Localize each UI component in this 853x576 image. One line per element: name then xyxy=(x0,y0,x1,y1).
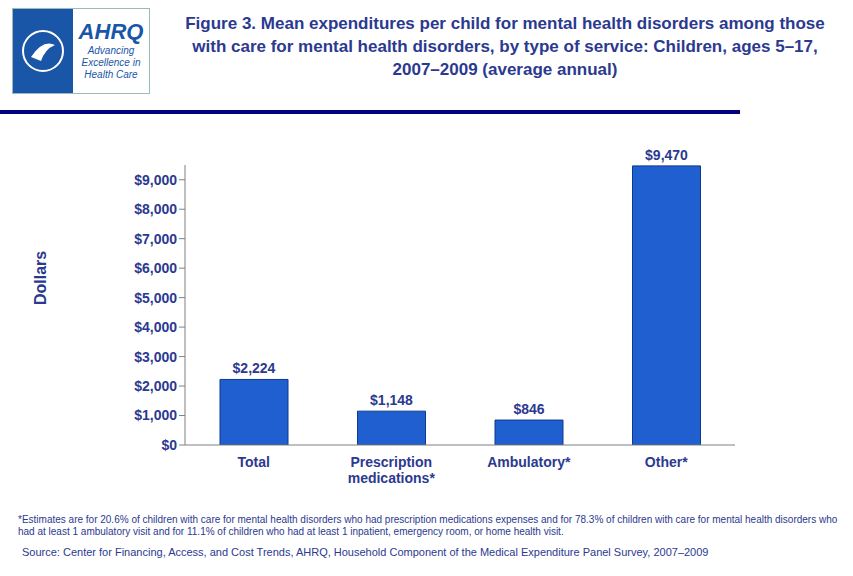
svg-text:$3,000: $3,000 xyxy=(134,349,177,365)
svg-text:$2,224: $2,224 xyxy=(233,360,276,376)
svg-text:$0: $0 xyxy=(161,437,177,453)
svg-text:$2,000: $2,000 xyxy=(134,378,177,394)
html-text:Advancing Excellence in Health: Advancing Excellence in Health Care xyxy=(81,45,141,80)
svg-text:Total: Total xyxy=(238,454,270,470)
svg-text:Ambulatory*: Ambulatory* xyxy=(487,454,571,470)
svg-text:$9,470: $9,470 xyxy=(645,147,688,163)
svg-text:$9,000: $9,000 xyxy=(134,172,177,188)
svg-text:Dollars: Dollars xyxy=(32,251,49,305)
svg-text:$6,000: $6,000 xyxy=(134,260,177,276)
svg-text:$5,000: $5,000 xyxy=(134,290,177,306)
svg-text:$1,148: $1,148 xyxy=(370,392,413,408)
svg-text:$1,000: $1,000 xyxy=(134,407,177,423)
html-text:*Estimates are for 20.6% of ch: *Estimates are for 20.6% of children wit… xyxy=(18,514,838,537)
svg-text:$8,000: $8,000 xyxy=(134,201,177,217)
html-text:Source: Center for Financing,: Source: Center for Financing, Access, an… xyxy=(22,546,709,558)
svg-text:Prescriptionmedications*: Prescriptionmedications* xyxy=(348,454,436,486)
svg-text:$846: $846 xyxy=(513,401,544,417)
html-text:AHRQ: AHRQ xyxy=(78,19,144,44)
svg-text:Other*: Other* xyxy=(645,454,688,470)
svg-text:$4,000: $4,000 xyxy=(134,319,177,335)
svg-text:$7,000: $7,000 xyxy=(134,231,177,247)
html-text:Figure 3. Mean expenditures pe: Figure 3. Mean expenditures per child fo… xyxy=(185,14,825,79)
